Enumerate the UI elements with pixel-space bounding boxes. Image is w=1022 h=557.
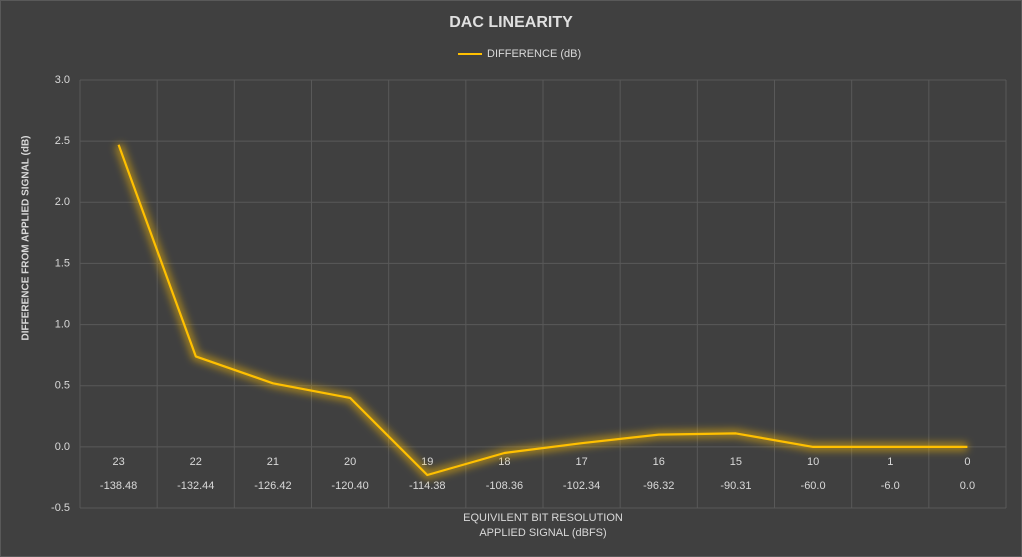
y-tick-label: 2.0 (55, 196, 70, 208)
x-tick-sublabel: -6.0 (881, 480, 900, 492)
x-axis-label: EQUIVILENT BIT RESOLUTION (463, 512, 623, 524)
x-tick-label: 15 (730, 456, 742, 468)
x-tick-label: 16 (653, 456, 665, 468)
x-tick-sublabel: 0.0 (960, 480, 975, 492)
x-tick-sublabel: -120.40 (331, 480, 368, 492)
x-tick-sublabel: -102.34 (563, 480, 600, 492)
x-tick-label: 0 (964, 456, 970, 468)
x-tick-label: 21 (267, 456, 279, 468)
x-tick-label: 10 (807, 456, 819, 468)
x-tick-label: 17 (575, 456, 587, 468)
y-tick-label: 0.0 (55, 441, 70, 453)
x-tick-sublabel: -126.42 (254, 480, 291, 492)
y-tick-label: -0.5 (51, 502, 70, 514)
x-tick-sublabel: -90.31 (720, 480, 751, 492)
legend-label: DIFFERENCE (dB) (487, 48, 581, 60)
x-tick-sublabel: -96.32 (643, 480, 674, 492)
x-tick-sublabel: -132.44 (177, 480, 214, 492)
chart-title: DAC LINEARITY (449, 14, 573, 31)
x-tick-sublabel: -138.48 (100, 480, 137, 492)
x-tick-label: 18 (498, 456, 510, 468)
x-tick-label: 19 (421, 456, 433, 468)
y-tick-label: 1.0 (55, 318, 70, 330)
y-axis-label: DIFFERENCE FROM APPLIED SIGNAL (dB) (21, 136, 32, 341)
x-tick-label: 20 (344, 456, 356, 468)
x-tick-label: 23 (112, 456, 124, 468)
y-tick-label: 2.5 (55, 135, 70, 147)
y-tick-label: 1.5 (55, 257, 70, 269)
x-tick-sublabel: -60.0 (801, 480, 826, 492)
x-tick-sublabel: -114.38 (409, 480, 446, 492)
x-tick-sublabel: -108.36 (486, 480, 523, 492)
x-tick-label: 1 (887, 456, 893, 468)
y-tick-label: 0.5 (55, 380, 70, 392)
line (117, 144, 968, 477)
x-axis-label: APPLIED SIGNAL (dBFS) (479, 527, 606, 539)
x-tick-label: 22 (190, 456, 202, 468)
y-tick-label: 3.0 (55, 74, 70, 86)
